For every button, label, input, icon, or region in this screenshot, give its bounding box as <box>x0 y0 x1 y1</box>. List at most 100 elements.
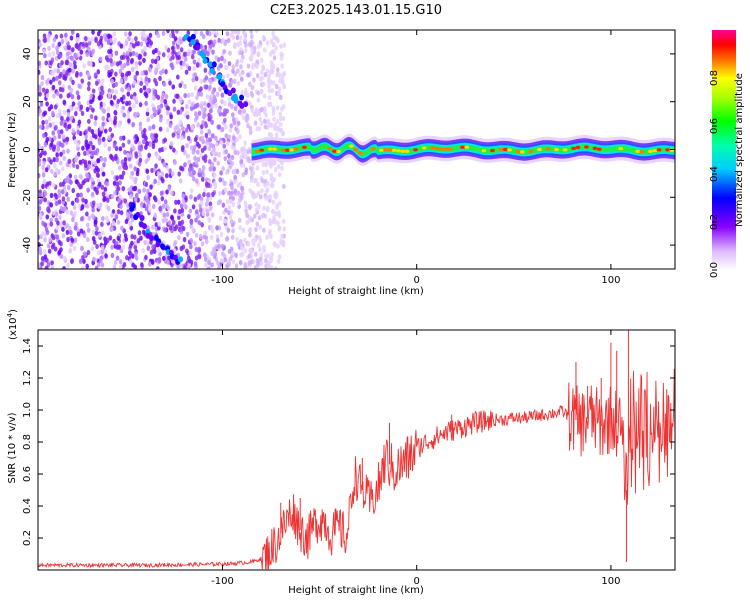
noise-speckle <box>148 207 152 213</box>
noise-speckle <box>171 132 176 138</box>
noise-speckle <box>61 233 66 239</box>
noise-speckle <box>56 146 61 152</box>
noise-speckle <box>113 190 117 196</box>
noise-speckle <box>105 181 110 187</box>
noise-speckle <box>208 166 213 172</box>
noise-speckle <box>187 99 192 105</box>
noise-speckle <box>89 99 93 105</box>
noise-speckle <box>79 49 84 55</box>
noise-speckle <box>227 204 232 210</box>
noise-speckle <box>270 88 275 94</box>
noise-speckle <box>166 105 170 111</box>
noise-speckle <box>280 233 284 239</box>
noise-speckle <box>154 68 158 74</box>
noise-speckle <box>74 179 79 185</box>
noise-speckle <box>159 190 164 196</box>
noise-speckle <box>95 172 100 178</box>
noise-speckle <box>71 79 75 85</box>
noise-speckle <box>168 32 173 39</box>
noise-speckle <box>151 203 156 210</box>
noise-speckle <box>55 91 60 97</box>
noise-speckle <box>45 229 50 235</box>
carrier-peak <box>443 147 448 151</box>
noise-speckle <box>63 45 67 51</box>
noise-speckle <box>156 154 160 160</box>
noise-speckle <box>154 133 158 139</box>
noise-speckle <box>267 260 271 266</box>
noise-speckle <box>127 100 132 106</box>
noise-speckle <box>140 262 144 268</box>
noise-speckle <box>227 96 232 103</box>
noise-speckle <box>60 60 64 66</box>
noise-speckle <box>71 217 75 223</box>
noise-speckle <box>220 126 225 132</box>
noise-speckle <box>247 203 252 210</box>
noise-speckle <box>233 30 238 35</box>
noise-speckle <box>236 80 241 86</box>
noise-speckle <box>194 255 199 261</box>
noise-speckle <box>128 243 133 249</box>
noise-speckle <box>81 145 85 151</box>
noise-speckle <box>79 174 83 180</box>
noise-speckle <box>193 240 197 247</box>
noise-speckle <box>62 109 67 115</box>
noise-speckle <box>125 60 130 66</box>
noise-speckle <box>66 116 70 122</box>
noise-speckle <box>249 42 253 48</box>
noise-speckle <box>121 186 126 192</box>
noise-speckle <box>134 153 139 159</box>
noise-speckle <box>144 254 148 260</box>
noise-speckle <box>232 169 236 175</box>
noise-speckle <box>253 236 258 243</box>
noise-speckle <box>101 191 106 197</box>
noise-speckle <box>126 86 131 93</box>
noise-speckle <box>156 180 161 186</box>
noise-speckle <box>124 40 129 46</box>
noise-speckle <box>69 229 73 236</box>
noise-speckle <box>56 68 60 74</box>
noise-speckle <box>254 226 258 233</box>
noise-speckle <box>246 156 251 162</box>
noise-speckle <box>165 189 169 195</box>
noise-speckle <box>179 98 183 104</box>
noise-speckle <box>194 178 199 184</box>
noise-speckle <box>148 125 152 131</box>
noise-speckle <box>271 208 276 215</box>
noise-speckle <box>232 120 237 126</box>
noise-speckle <box>265 68 270 74</box>
noise-speckle <box>91 61 96 68</box>
noise-speckle <box>188 171 193 177</box>
noise-speckle <box>130 57 134 64</box>
noise-speckle <box>116 209 121 215</box>
noise-speckle <box>43 37 47 44</box>
noise-speckle <box>38 192 43 198</box>
noise-speckle <box>131 122 135 128</box>
carrier-peak <box>331 149 337 153</box>
noise-speckle <box>94 265 99 269</box>
noise-speckle <box>250 189 254 196</box>
noise-speckle <box>86 236 90 243</box>
noise-speckle <box>171 40 176 46</box>
noise-speckle <box>49 192 54 199</box>
noise-speckle <box>109 99 114 105</box>
noise-speckle <box>57 108 62 114</box>
noise-speckle <box>93 150 98 156</box>
noise-speckle <box>103 248 107 255</box>
noise-speckle <box>276 125 280 131</box>
diagonal-trace-upper <box>201 52 207 59</box>
noise-speckle <box>87 215 91 221</box>
carrier-peak <box>357 151 363 155</box>
snr-x-tick-label: 100 <box>601 576 620 587</box>
noise-speckle <box>256 90 261 96</box>
noise-speckle <box>50 168 54 174</box>
noise-speckle <box>280 63 285 69</box>
noise-speckle <box>228 157 232 164</box>
noise-speckle <box>125 211 130 218</box>
snr-y-tick-label: 0.8 <box>22 434 33 450</box>
noise-speckle <box>167 185 172 192</box>
carrier-peak <box>430 146 436 150</box>
noise-speckle <box>43 53 47 59</box>
noise-speckle <box>264 188 269 194</box>
noise-speckle <box>276 258 281 264</box>
noise-speckle <box>115 255 120 261</box>
